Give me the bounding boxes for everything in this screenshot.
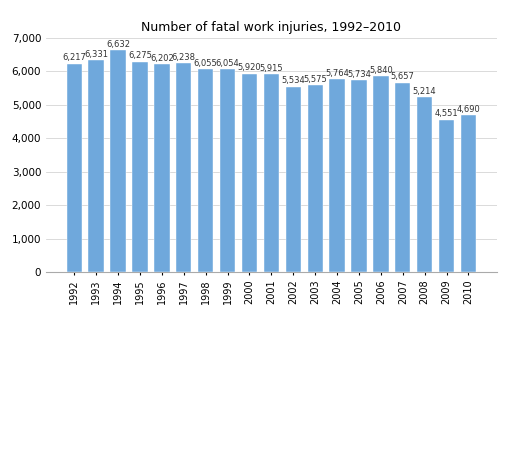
Text: 5,214: 5,214 <box>413 87 437 96</box>
Bar <box>395 83 411 272</box>
Bar <box>461 115 476 272</box>
Text: 5,915: 5,915 <box>260 63 283 73</box>
Bar <box>220 69 235 272</box>
Text: 4,551: 4,551 <box>435 109 458 118</box>
Text: 6,275: 6,275 <box>128 52 152 61</box>
Bar <box>373 76 389 272</box>
Text: 5,920: 5,920 <box>238 63 261 72</box>
Bar <box>67 64 82 272</box>
Bar <box>286 87 301 272</box>
Text: 5,734: 5,734 <box>347 69 371 79</box>
Bar <box>417 98 432 272</box>
Bar <box>176 63 191 272</box>
Bar <box>329 79 345 272</box>
Text: 5,657: 5,657 <box>391 72 415 81</box>
Text: 6,054: 6,054 <box>216 59 240 68</box>
Bar <box>154 64 169 272</box>
Text: 4,690: 4,690 <box>457 105 480 113</box>
Text: 6,331: 6,331 <box>84 50 108 59</box>
Bar <box>439 120 454 272</box>
Bar <box>351 80 367 272</box>
Text: 5,534: 5,534 <box>282 76 305 85</box>
Text: 6,055: 6,055 <box>194 59 218 68</box>
Title: Number of fatal work injuries, 1992–2010: Number of fatal work injuries, 1992–2010 <box>141 21 401 34</box>
Text: 6,238: 6,238 <box>172 53 196 62</box>
Bar <box>264 74 279 272</box>
Text: 6,202: 6,202 <box>150 54 174 63</box>
Bar <box>198 69 214 272</box>
Text: 6,632: 6,632 <box>106 39 130 48</box>
Text: 5,764: 5,764 <box>325 68 349 77</box>
Bar <box>132 62 147 272</box>
Bar <box>111 50 126 272</box>
Text: 6,217: 6,217 <box>62 53 86 62</box>
Bar <box>89 60 104 272</box>
Bar <box>308 85 323 272</box>
Bar <box>242 74 257 272</box>
Text: 5,575: 5,575 <box>303 75 327 84</box>
Text: 5,840: 5,840 <box>369 66 393 75</box>
